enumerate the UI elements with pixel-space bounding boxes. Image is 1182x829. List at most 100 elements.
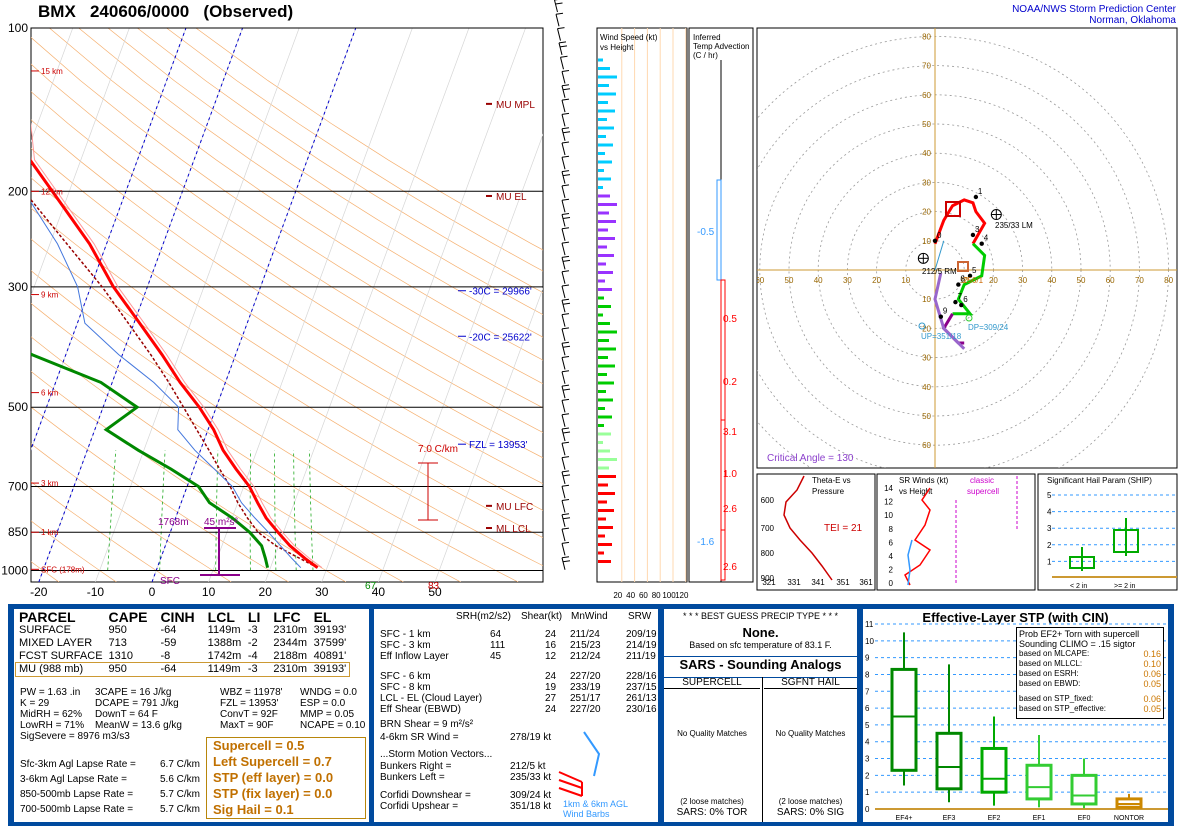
wind-barb-flag [562, 259, 571, 262]
hodograph-tick: 80 [922, 32, 931, 41]
dry-adiabat [49, 28, 543, 361]
wind-barb-flag [561, 170, 570, 173]
wind-speed-tick: 120 [675, 591, 689, 600]
wind-barb-staff [561, 428, 566, 442]
hodograph-point [973, 194, 979, 200]
thermo-index: ESP = 0.0 [300, 698, 346, 709]
thermo-index-col: WNDG = 0.0 ESP = 0.0 MMP = 0.05 NCAPE = 0.1… [300, 687, 365, 731]
kinematic-cell: 227/20 [570, 671, 601, 682]
stp-prob-value: 0.06 [1143, 669, 1161, 679]
sars-divider [762, 677, 763, 822]
barb-note: 1km & 6km AGL [563, 799, 629, 809]
thermo-panel: PARCEL CAPE CINH LCL LI LFC EL SURFACE 950 -64 11… [14, 609, 369, 822]
thermo-indices: PW = 1.63 .in K = 29 MidRH = 62% LowRH = 71… [20, 687, 368, 742]
kinematic-header-cell: SRH(m2/s2) [456, 611, 512, 622]
wind-barb-flag [561, 384, 570, 387]
dp-marker [965, 314, 973, 322]
wind-barb-flag [561, 441, 570, 444]
parcel-row: SURFACE 950 -64 1149m -3 2310m 39193' [16, 624, 349, 637]
kinematic-cell: 24 [545, 704, 557, 715]
hodograph-tick: 60 [755, 276, 764, 285]
stp-category: EF4+ [896, 815, 913, 822]
wind-barb-staff [561, 228, 566, 241]
kinematic-cell: 251/17 [570, 693, 601, 704]
lapse-rate-label: 700-500mb Lapse Rate = [20, 804, 134, 815]
hodograph-tick: 50 [1077, 276, 1086, 285]
wind-barb-flag [561, 227, 570, 230]
kinematic-line-value: 309/24 kt [510, 790, 552, 801]
advection-value: 0.5 [723, 314, 737, 325]
composite-param: STP (fix layer) = 0.0 [213, 786, 333, 801]
hodograph-point [970, 232, 976, 238]
parcel-cell: -4 [247, 650, 258, 662]
hodograph-tick: 60 [1106, 276, 1115, 285]
wind-barb-flag [562, 88, 571, 91]
hodograph-point-label: 9 [943, 307, 948, 316]
wind-barb-flag [559, 45, 568, 48]
sr-winds-y-tick: 2 [889, 566, 894, 575]
hodograph-tick: 30 [922, 178, 931, 187]
sfc-dewpoint-label: 67 [365, 581, 377, 592]
wind-barb-staff [561, 285, 566, 299]
wind-barb-flag [561, 413, 570, 416]
advection-value: 0.2 [723, 377, 737, 388]
wind-barb-flag [557, 27, 565, 30]
kinematic-cell: 64 [490, 629, 502, 640]
effective-layer-top-label: 1768m [158, 517, 189, 528]
kinematic-line-value: 235/33 kt [510, 772, 552, 783]
stp-prob-value: 0.06 [1143, 694, 1161, 704]
thermo-index: 3CAPE = 16 J/kg [95, 687, 172, 698]
ship-y-tick: 5 [1047, 491, 1052, 500]
theta-e-x-tick: 351 [836, 578, 850, 587]
wind-barb-flag [562, 388, 571, 391]
ship-y-tick: 2 [1047, 541, 1052, 550]
wind-barb-staff [561, 557, 566, 570]
dry-adiabat [166, 28, 543, 272]
advection-value: 2.6 [723, 504, 737, 515]
wind-barb-flag [561, 98, 570, 101]
kinematic-line-label: BRN Shear = 9 m²/s² [380, 719, 474, 730]
dry-adiabat [31, 119, 543, 459]
wind-barb-flag [561, 184, 570, 187]
hodograph-point-label: 4 [984, 234, 989, 243]
isotherm [0, 28, 16, 582]
kinematic-line: Bunkers Right = 212/5 kt [380, 761, 556, 772]
parcel-cell: -8 [160, 650, 171, 662]
isotherm [95, 28, 300, 582]
hodograph-tick: 60 [922, 441, 931, 450]
parcel-cell: SURFACE [19, 624, 71, 636]
precip-title: * * * BEST GUESS PRECIP TYPE * * * [682, 611, 839, 621]
wind-barb-staff [561, 385, 566, 399]
kinematic-header-cell: SRW [628, 611, 652, 622]
parcel-row: MU (988 mb) 950 -64 1149m -3 2310m 39193' [14, 662, 351, 677]
wind-barb-flag [560, 55, 568, 58]
wind-barbs [554, 0, 571, 570]
wind-barb-flag [561, 284, 570, 287]
org-credit: NOAA/NWS Storm Prediction Center Norman,… [1012, 4, 1176, 26]
barb-note: Wind Barbs [563, 809, 610, 819]
height-label: 12 km [41, 187, 63, 196]
kinematic-cell: 215/23 [570, 640, 601, 651]
stp-prob-row: based on ESRH: 0.06 [1019, 669, 1161, 679]
hodograph-tick: 10 [922, 295, 931, 304]
stp-prob-climo: Sounding CLIMO = .15 sigtor [1019, 639, 1136, 649]
pressure-tick: 1000 [1, 564, 28, 578]
wind-speed-title: Wind Speed (kt) [600, 33, 658, 42]
thermo-index: NCAPE = 0.10 [300, 720, 366, 731]
dry-adiabat [31, 91, 543, 433]
stp-prob-label: based on EBWD: [1019, 679, 1081, 688]
wind-barb-staff [561, 371, 566, 384]
sr-winds-trace-upper [907, 539, 913, 586]
stp-box [935, 731, 963, 791]
parcel-trace [31, 198, 318, 569]
stp-y-tick: 7 [865, 687, 870, 696]
dry-adiabat [78, 28, 543, 338]
stp-prob-row: based on STP_fixed: 0.06 [1019, 689, 1161, 704]
effective-srh-label: 45 m²s² [204, 517, 239, 528]
temperature-trace [31, 155, 319, 569]
thermo-index: DownT = 64 F [95, 709, 158, 720]
height-label: 3 km [41, 479, 59, 488]
hodograph-point-label: 0 [937, 231, 942, 240]
wind-barb-flag [562, 345, 571, 348]
wind-barb-flag [555, 2, 563, 5]
